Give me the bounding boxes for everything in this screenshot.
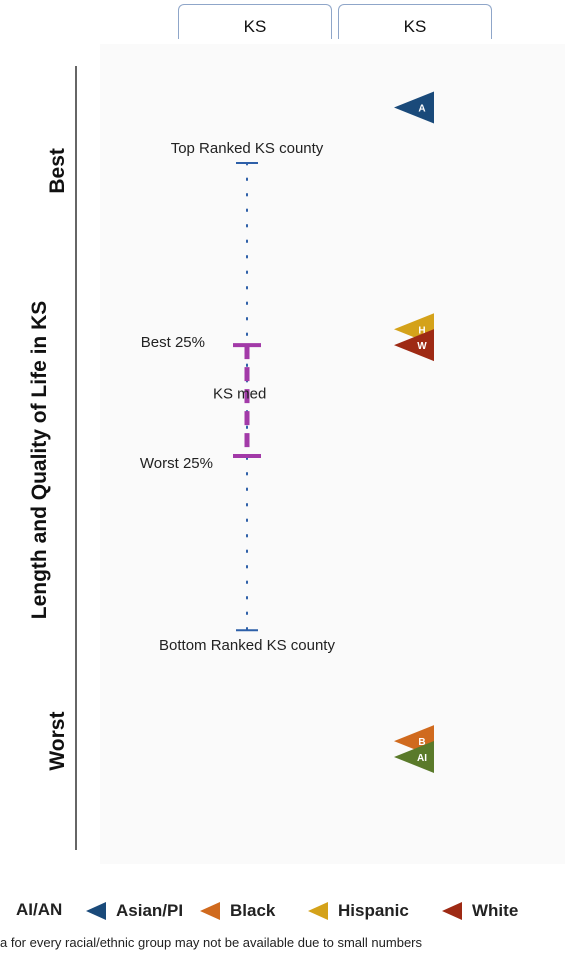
legend-label: Black [230, 901, 276, 920]
marker-label: A [418, 104, 425, 115]
legend-triangle-icon [200, 902, 220, 920]
marker-label: AI [417, 753, 427, 764]
legend-triangle-icon [308, 902, 328, 920]
marker-asian-pi: A [394, 91, 434, 124]
marker-label: H [418, 325, 425, 336]
legend-item-white: White [440, 900, 518, 922]
legend-triangle-icon [442, 902, 462, 920]
chart-svg: Length and Quality of Life in KS Best Wors… [28, 66, 434, 850]
legend-item-asian-pi: Asian/PI [84, 900, 183, 922]
legend-label: White [472, 901, 519, 920]
label-median: KS med [213, 386, 266, 403]
marker-ai-an: AI [394, 740, 434, 773]
legend: AI/AN Asian/PI Black Hispanic White [0, 900, 574, 930]
y-axis-label: Length and Quality of Life in KS [28, 301, 51, 620]
marker-white: W [394, 329, 434, 362]
legend-swatch [442, 902, 462, 920]
tab-ks-2-label: KS [403, 17, 427, 36]
legend-label: AI/AN [16, 900, 63, 919]
label-worst-25: Worst 25% [140, 455, 213, 472]
label-bottom-ranked: Bottom Ranked KS county [159, 637, 335, 654]
marker-triangle [394, 91, 434, 124]
legend-swatch [200, 902, 220, 920]
tab-ks-1[interactable]: KS [178, 4, 332, 39]
axis-end-best: Best [46, 148, 69, 194]
axis-end-worst: Worst [46, 712, 69, 771]
legend-swatch [308, 902, 328, 920]
marker-triangle [394, 329, 434, 362]
legend-label: Hispanic [338, 901, 409, 920]
legend-item-hispanic: Hispanic [306, 900, 409, 922]
legend-item-ai-an: AI/AN [16, 900, 62, 920]
legend-item-black: Black [198, 900, 275, 922]
marker-label: W [417, 341, 427, 352]
label-top-ranked: Top Ranked KS county [171, 140, 324, 157]
tab-ks-1-label: KS [243, 17, 267, 36]
plot-background [100, 44, 565, 864]
label-best-25: Best 25% [141, 334, 205, 351]
legend-triangle-icon [86, 902, 106, 920]
marker-triangle [394, 740, 434, 773]
footnote: a for every racial/ethnic group may not … [0, 935, 422, 950]
legend-label: Asian/PI [116, 901, 184, 920]
tab-ks-2[interactable]: KS [338, 4, 492, 39]
legend-swatch [86, 902, 106, 920]
marker-label: B [418, 737, 425, 748]
